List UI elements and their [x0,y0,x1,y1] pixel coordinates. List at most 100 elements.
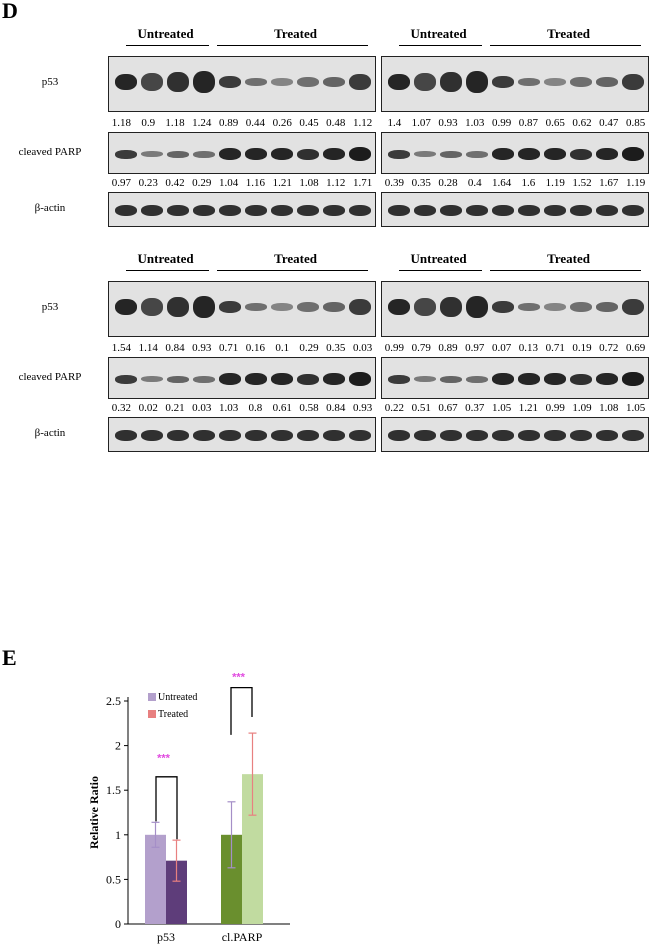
blot-band [323,373,345,385]
group-label-untreated: Untreated [410,26,467,41]
blot-band [245,78,267,87]
legend-label-treated: Treated [158,709,188,720]
blot-band [245,148,267,160]
blot-band [115,374,137,384]
blot-band [440,375,462,383]
group-line-untreated [399,45,483,46]
blot-band [388,74,410,91]
quant-value: 1.19 [625,177,646,189]
quant-value: 0.93 [438,117,458,129]
quant-value: 1.08 [599,402,619,414]
blot-band [115,205,137,216]
y-tick-label: 1 [115,828,121,842]
bar-untreated-1 [221,834,242,924]
blot-image-actin [381,192,649,227]
blot-band [492,76,514,89]
bar-treated-1 [242,774,263,924]
legend-label-untreated: Untreated [158,692,197,703]
group-line-treated [217,45,368,46]
blot-band [414,151,436,157]
blot-band [219,301,241,314]
group-line-untreated [399,270,483,271]
quant-value: 0.47 [599,117,619,129]
blot-band [596,77,618,88]
quant-value: 0.39 [384,177,405,189]
blot-band [466,71,488,94]
quant-value: 0.71 [545,342,565,354]
quant-value: 1.07 [411,117,431,129]
blot-band [544,373,566,385]
blot-band [492,301,514,314]
quant-value: 0.84 [165,342,185,354]
blot-band [622,74,644,91]
quant-value: 0.07 [491,342,512,354]
row-label-actin: β-actin [34,427,66,439]
quant-value: 0.19 [572,342,592,354]
y-axis-title: Relative Ratio [87,776,101,849]
quant-value: 0.71 [218,342,239,354]
blot-image-p53 [381,56,649,112]
blot-band [570,373,592,385]
blot-image-p53 [108,56,376,112]
blot-band [167,297,189,318]
blot-image-p53 [108,281,376,337]
legend-swatch-treated [148,710,156,718]
quant-value: 1.4 [387,117,402,129]
row-label-parp: cleaved PARP [18,146,82,158]
bar-untreated-0 [145,834,166,924]
significance-marker: *** [157,753,171,765]
blot-band [544,148,566,160]
quant-value: 0.44 [245,117,266,129]
blot-band [622,299,644,316]
blot-band [193,205,215,216]
quant-value: 0.8 [248,402,263,414]
blot-band [570,148,592,160]
quant-value: 0.1 [275,342,290,354]
blot-image-parp [108,132,376,174]
quant-value: 1.54 [111,342,132,354]
quant-value: 0.32 [111,402,132,414]
quant-value: 1.04 [218,177,239,189]
quant-value: 1.08 [299,177,319,189]
blot-band [492,148,514,160]
blot-image-actin [108,192,376,227]
blot-band [271,303,293,312]
quant-value: 0.42 [165,177,185,189]
quant-value: 0.23 [138,177,158,189]
group-label-treated: Treated [274,26,317,41]
blot-band [141,73,163,92]
blot-band [596,302,618,313]
blot-band [466,375,488,383]
quant-value: 0.69 [625,342,646,354]
blot-band [388,430,410,441]
blot-band [622,430,644,441]
group-label-untreated: Untreated [137,26,194,41]
significance-marker: *** [232,671,246,683]
quant-value: 0.9 [141,117,156,129]
blot-band [466,205,488,216]
blot-band [414,73,436,92]
blot-band [245,430,267,441]
blot-band [622,205,644,216]
quant-value: 1.03 [218,402,239,414]
blot-band [349,299,371,316]
quant-value: 0.93 [192,342,212,354]
blot-band [193,430,215,441]
blot-image-parp [381,357,649,399]
blot-band [544,430,566,441]
group-label-untreated: Untreated [410,251,467,266]
blot-band [323,148,345,160]
group-line-treated [217,270,368,271]
quant-value: 0.67 [438,402,458,414]
quant-value: 1.6 [521,177,536,189]
quant-value: 0.93 [352,402,373,414]
quant-value: 1.16 [245,177,266,189]
group-label-untreated: Untreated [137,251,194,266]
quant-value: 1.18 [165,117,185,129]
quant-value: 0.79 [411,342,431,354]
blot-band [167,205,189,216]
blot-band [323,205,345,216]
blot-band [115,299,137,316]
group-label-treated: Treated [547,26,590,41]
quant-row-p53: 1.54 1.14 0.84 0.93 0.71 0.16 0.1 0.29 0.35 0.03 [0,342,650,356]
